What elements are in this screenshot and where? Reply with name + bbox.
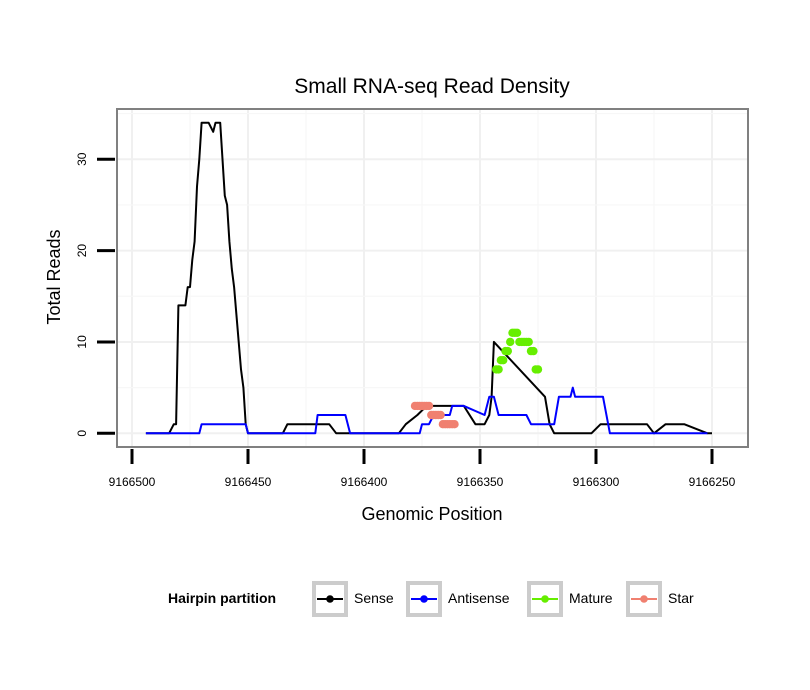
legend-entry-mature: Mature (527, 581, 613, 617)
legend-label: Mature (569, 590, 613, 606)
legend-entry-antisense: Antisense (406, 581, 510, 617)
legend-entry-star: Star (626, 581, 694, 617)
plot-border (116, 108, 749, 448)
legend: Hairpin partition Sense Antisense Mature St… (168, 581, 694, 617)
x-axis: 9166500 9166450 9166400 9166350 9166300 91662… (109, 449, 736, 489)
legend-label: Sense (354, 590, 394, 606)
data-point-mature (494, 365, 503, 374)
data-point-star (436, 410, 445, 420)
x-axis-label: Genomic Position (361, 504, 502, 524)
data-point-star (424, 401, 434, 411)
series-mature (492, 328, 543, 374)
series-star (410, 401, 459, 429)
x-tick-label: 9166350 (457, 475, 504, 489)
x-tick-label: 9166500 (109, 475, 156, 489)
legend-label: Antisense (448, 590, 510, 606)
data-point-mature (506, 337, 515, 347)
x-tick-label: 9166400 (341, 475, 388, 489)
y-tick-label: 10 (75, 335, 89, 349)
data-point-star (450, 420, 459, 429)
x-tick-label: 9166250 (689, 475, 736, 489)
y-tick-label: 30 (75, 152, 89, 166)
y-tick-label: 0 (75, 430, 89, 437)
legend-label: Star (668, 590, 694, 606)
x-tick-label: 9166300 (573, 475, 620, 489)
y-axis: 0 10 20 30 (75, 152, 115, 437)
x-tick-label: 9166450 (225, 475, 272, 489)
data-point-mature (524, 337, 533, 347)
legend-key-point (640, 595, 648, 603)
data-point-mature (529, 346, 538, 356)
series-line-antisense (145, 386, 708, 435)
legend-title: Hairpin partition (168, 590, 276, 606)
data-point-mature (503, 346, 512, 356)
data-point-mature (533, 365, 543, 374)
series-layer (145, 121, 712, 435)
chart-title: Small RNA-seq Read Density (294, 75, 570, 98)
legend-key-point (541, 595, 549, 603)
data-point-mature (499, 356, 508, 365)
series-antisense (145, 386, 708, 435)
data-point-mature (512, 328, 522, 337)
legend-entry-sense: Sense (312, 581, 394, 617)
legend-key-point (420, 595, 428, 603)
legend-key-point (326, 595, 334, 603)
y-axis-label: Total Reads (44, 229, 64, 324)
y-tick-label: 20 (75, 244, 89, 258)
